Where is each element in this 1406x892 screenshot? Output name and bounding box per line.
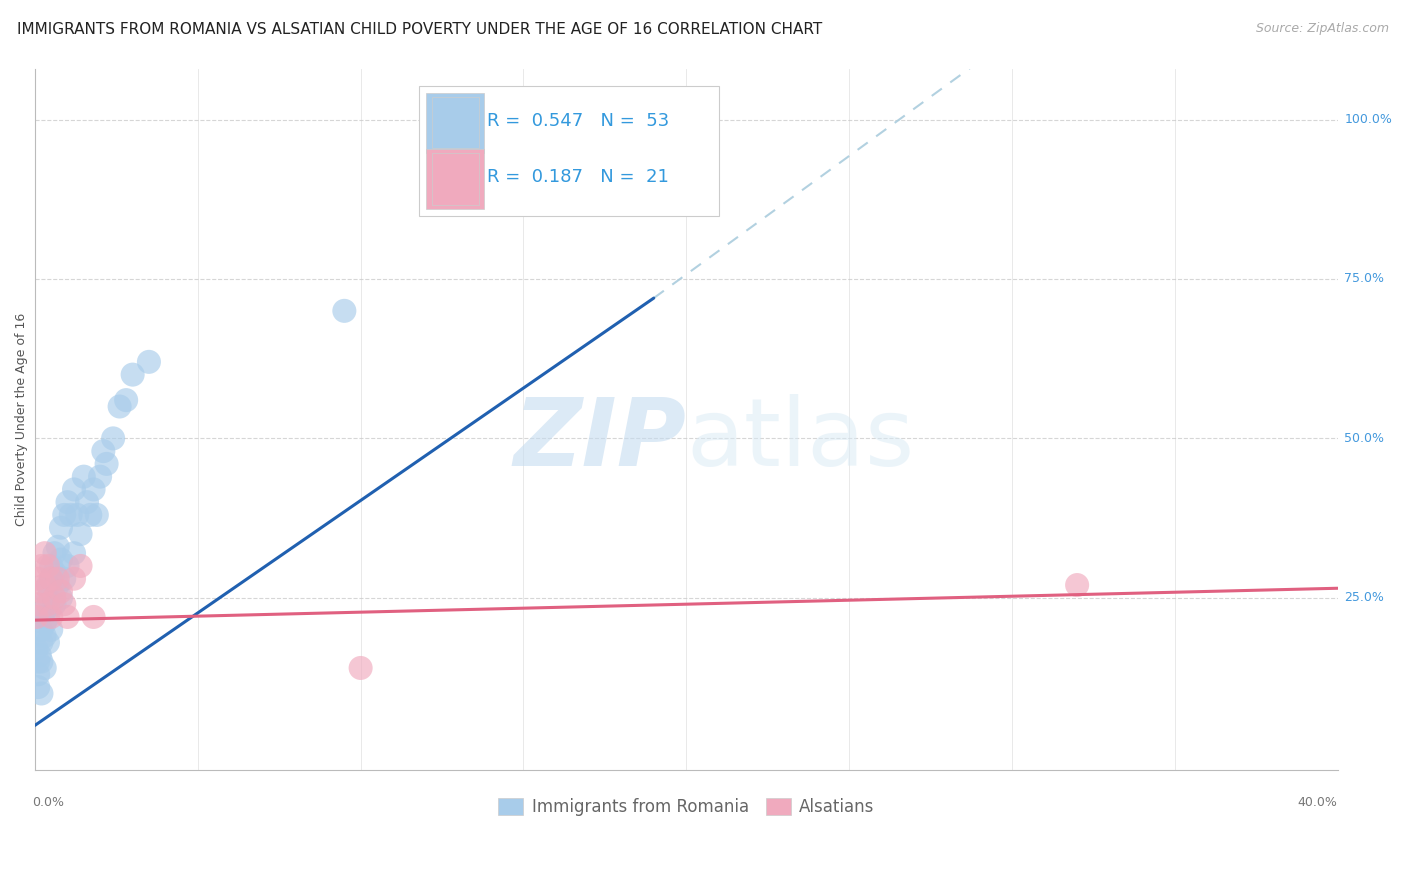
Point	[32, 610, 55, 624]
Point	[53, 572, 76, 586]
Point	[63, 572, 86, 586]
Point	[44, 597, 66, 611]
Point	[138, 355, 160, 369]
Point	[73, 469, 96, 483]
Text: IMMIGRANTS FROM ROMANIA VS ALSATIAN CHILD POVERTY UNDER THE AGE OF 16 CORRELATIO: IMMIGRANTS FROM ROMANIA VS ALSATIAN CHIL…	[17, 22, 823, 37]
Point	[59, 508, 82, 522]
FancyBboxPatch shape	[426, 93, 485, 153]
Point	[37, 591, 59, 605]
Text: R =  0.547   N =  53: R = 0.547 N = 53	[486, 112, 669, 130]
Point	[53, 597, 76, 611]
Point	[121, 368, 143, 382]
Text: 75.0%: 75.0%	[1344, 272, 1384, 285]
Point	[25, 610, 48, 624]
Point	[44, 546, 66, 560]
Point	[91, 444, 114, 458]
Point	[63, 483, 86, 497]
Point	[89, 469, 111, 483]
Point	[30, 686, 52, 700]
Point	[34, 629, 56, 643]
Point	[27, 667, 49, 681]
Point	[115, 393, 138, 408]
Point	[34, 546, 56, 560]
Point	[30, 655, 52, 669]
Point	[34, 661, 56, 675]
Point	[49, 584, 72, 599]
Point	[53, 508, 76, 522]
Point	[39, 572, 62, 586]
Text: 100.0%: 100.0%	[1344, 113, 1392, 126]
Point	[101, 431, 124, 445]
Point	[69, 527, 91, 541]
Point	[83, 610, 105, 624]
FancyBboxPatch shape	[426, 149, 485, 209]
Point	[44, 566, 66, 580]
Point	[49, 521, 72, 535]
Text: 0.0%: 0.0%	[32, 796, 63, 808]
Point	[69, 558, 91, 573]
FancyBboxPatch shape	[432, 153, 479, 205]
Point	[46, 540, 69, 554]
Point	[96, 457, 118, 471]
Point	[37, 578, 59, 592]
Y-axis label: Child Poverty Under the Age of 16: Child Poverty Under the Age of 16	[15, 312, 28, 526]
Point	[349, 661, 371, 675]
Point	[30, 558, 52, 573]
Point	[56, 610, 79, 624]
Point	[46, 578, 69, 592]
Point	[333, 303, 356, 318]
Text: 50.0%: 50.0%	[1344, 432, 1384, 445]
Point	[39, 558, 62, 573]
Text: 40.0%: 40.0%	[1298, 796, 1337, 808]
Point	[27, 655, 49, 669]
Text: Source: ZipAtlas.com: Source: ZipAtlas.com	[1256, 22, 1389, 36]
Point	[44, 591, 66, 605]
Point	[49, 552, 72, 566]
Point	[66, 508, 89, 522]
Point	[63, 546, 86, 560]
FancyBboxPatch shape	[419, 86, 718, 216]
Point	[108, 400, 131, 414]
FancyBboxPatch shape	[432, 96, 479, 148]
Point	[37, 597, 59, 611]
Point	[46, 572, 69, 586]
Point	[37, 610, 59, 624]
Point	[25, 641, 48, 656]
Point	[27, 597, 49, 611]
Point	[49, 591, 72, 605]
Point	[39, 623, 62, 637]
Point	[34, 603, 56, 617]
Point	[30, 584, 52, 599]
Point	[56, 558, 79, 573]
Point	[27, 680, 49, 694]
Point	[83, 483, 105, 497]
Point	[27, 572, 49, 586]
Point	[643, 131, 665, 145]
Point	[56, 495, 79, 509]
Point	[86, 508, 108, 522]
Point	[39, 610, 62, 624]
Point	[76, 495, 98, 509]
Point	[37, 635, 59, 649]
Text: 25.0%: 25.0%	[1344, 591, 1384, 604]
Point	[79, 508, 101, 522]
Text: ZIP: ZIP	[513, 394, 686, 486]
Text: R =  0.187   N =  21: R = 0.187 N = 21	[486, 169, 669, 186]
Point	[1066, 578, 1088, 592]
Point	[30, 623, 52, 637]
Point	[30, 635, 52, 649]
Point	[37, 558, 59, 573]
Text: atlas: atlas	[686, 394, 914, 486]
Point	[34, 616, 56, 631]
Legend: Immigrants from Romania, Alsatians: Immigrants from Romania, Alsatians	[491, 790, 883, 825]
Point	[28, 648, 51, 663]
Point	[39, 572, 62, 586]
Point	[34, 578, 56, 592]
